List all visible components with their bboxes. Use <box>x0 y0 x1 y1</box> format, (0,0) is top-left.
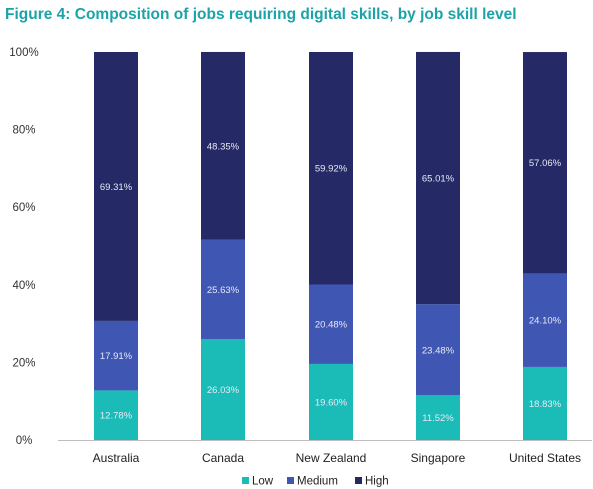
data-label: 19.60% <box>315 397 348 408</box>
x-tick-label: Singapore <box>411 451 466 465</box>
x-tick-label: Canada <box>202 451 244 465</box>
legend-label-medium: Medium <box>297 476 338 488</box>
data-label: 59.92% <box>315 164 348 175</box>
bar-segment-high <box>523 52 567 274</box>
x-tick-label: New Zealand <box>296 451 367 465</box>
y-tick-label: 100% <box>9 47 38 59</box>
legend-swatch-medium <box>287 477 294 484</box>
data-label: 25.63% <box>207 285 240 296</box>
data-label: 69.31% <box>100 182 133 193</box>
legend-swatch-low <box>242 477 249 484</box>
bar-segment-medium <box>523 273 567 367</box>
data-label: 11.52% <box>422 413 454 424</box>
bar-segment-low <box>201 339 245 440</box>
bar-segment-high <box>416 51 460 305</box>
data-label: 26.03% <box>207 385 240 396</box>
x-tick-label: United States <box>509 451 581 465</box>
bar-segment-low <box>94 390 138 440</box>
legend: Low Medium High <box>242 476 389 488</box>
bar-segment-medium <box>201 239 245 340</box>
x-tick-label: Australia <box>93 451 140 465</box>
data-label: 18.83% <box>529 399 562 410</box>
data-label: 48.35% <box>207 141 240 152</box>
chart-title: Figure 4: Composition of jobs requiring … <box>5 6 517 23</box>
data-label: 65.01% <box>422 174 455 185</box>
legend-label-low: Low <box>252 476 274 488</box>
data-label: 20.48% <box>315 320 348 331</box>
data-label: 23.48% <box>422 345 455 356</box>
y-tick-label: 40% <box>12 280 35 292</box>
legend-label-high: High <box>365 476 389 488</box>
data-label: 24.10% <box>529 316 562 327</box>
bar-segment-low <box>523 366 567 440</box>
bar-segment-medium <box>416 304 460 396</box>
y-tick-label: 60% <box>12 202 35 214</box>
axes: 0% 20% 40% 60% 80% 100% Australia Canada New Zea… <box>9 47 592 465</box>
bars: 12.78% 17.91% 69.31% 26.03% 25.63% 48.35% 19.6… <box>94 51 567 440</box>
bar-segment-high <box>201 51 245 240</box>
bar-segment-high <box>94 52 138 321</box>
bar-segment-medium <box>309 284 353 364</box>
legend-swatch-high <box>355 477 362 484</box>
y-tick-label: 0% <box>16 435 33 447</box>
data-label: 57.06% <box>529 158 562 169</box>
data-label: 17.91% <box>100 351 133 362</box>
y-tick-label: 20% <box>12 357 35 369</box>
y-tick-label: 80% <box>12 125 35 137</box>
data-label: 12.78% <box>100 411 133 422</box>
bar-segment-low <box>416 395 460 440</box>
bar-segment-low <box>309 363 353 440</box>
bar-segment-medium <box>94 320 138 391</box>
bar-segment-high <box>309 52 353 285</box>
